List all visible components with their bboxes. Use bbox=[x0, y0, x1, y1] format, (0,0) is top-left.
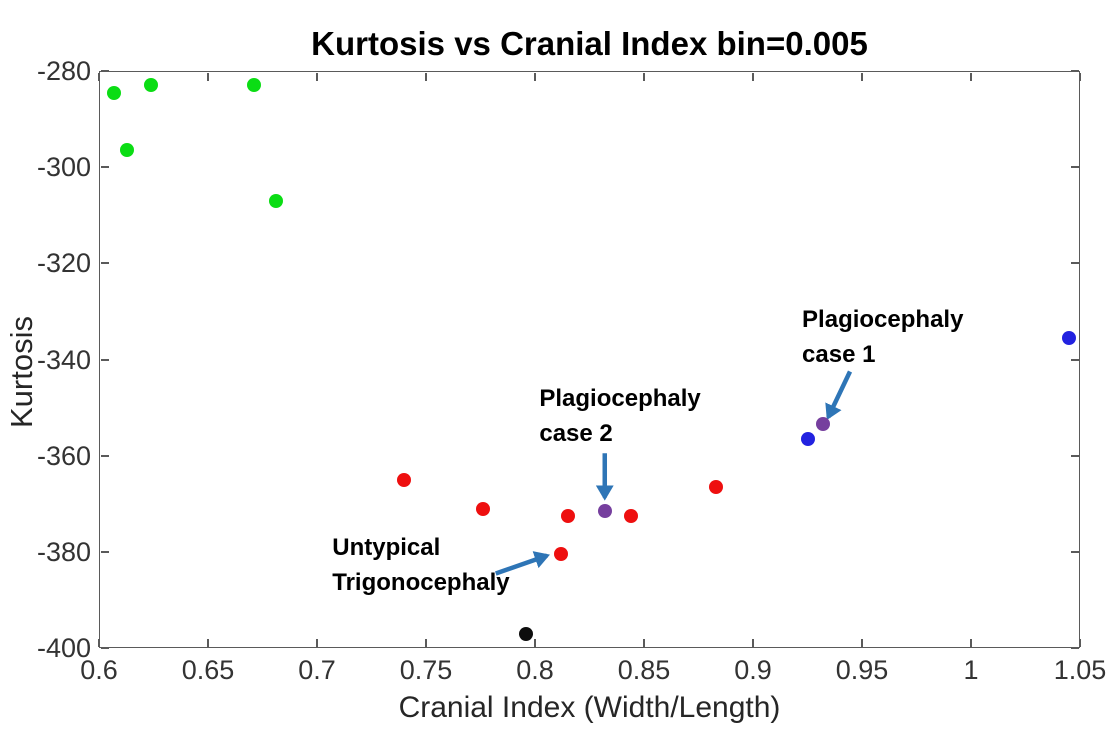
y-tick-mark-right bbox=[1070, 647, 1079, 649]
y-tick-mark-right bbox=[1070, 358, 1079, 361]
y-tick-mark-right bbox=[1070, 70, 1079, 72]
x-axis-label: Cranial Index (Width/Length) bbox=[398, 691, 781, 724]
x-tick-label: 0.65 bbox=[181, 655, 235, 685]
x-tick-mark-top bbox=[861, 72, 863, 81]
x-tick-mark-bottom bbox=[643, 638, 645, 647]
y-tick-label: -280 bbox=[36, 56, 91, 86]
x-tick-mark-bottom bbox=[1079, 638, 1081, 647]
data-point-red-group bbox=[560, 508, 575, 523]
x-tick-mark-top bbox=[752, 72, 754, 81]
data-point-blue-group bbox=[800, 431, 815, 446]
x-tick-label: 0.8 bbox=[516, 655, 554, 685]
data-point-green-group bbox=[246, 78, 261, 93]
data-point-red-group bbox=[554, 547, 569, 562]
y-tick-mark-left bbox=[100, 454, 109, 457]
x-tick-mark-top bbox=[207, 72, 209, 81]
x-tick-mark-bottom bbox=[970, 638, 972, 647]
annotation-text-plagiocephaly-case-1: Plagiocephaly case 1 bbox=[802, 305, 964, 368]
x-tick-label: 0.9 bbox=[734, 655, 772, 685]
y-tick-mark-right bbox=[1070, 550, 1079, 553]
x-tick-mark-top bbox=[98, 72, 100, 81]
y-tick-mark-left bbox=[100, 166, 109, 169]
y-tick-label: -400 bbox=[36, 633, 91, 663]
y-tick-label: -360 bbox=[36, 440, 91, 471]
y-tick-label: -340 bbox=[36, 344, 91, 375]
y-tick-mark-left bbox=[100, 70, 109, 72]
x-tick-mark-bottom bbox=[534, 638, 536, 647]
data-point-red-group bbox=[708, 479, 723, 494]
x-tick-mark-top bbox=[643, 72, 645, 81]
data-point-purple-cases bbox=[815, 417, 830, 432]
x-tick-label: 0.75 bbox=[399, 655, 453, 685]
x-tick-mark-bottom bbox=[207, 638, 209, 647]
data-point-green-group bbox=[268, 193, 283, 208]
x-tick-mark-top bbox=[425, 72, 427, 81]
x-tick-label: 1 bbox=[963, 655, 979, 685]
x-tick-mark-top bbox=[970, 72, 972, 81]
x-tick-mark-bottom bbox=[752, 638, 754, 647]
x-tick-label: 0.85 bbox=[617, 655, 671, 685]
y-tick-mark-right bbox=[1070, 262, 1079, 265]
data-point-red-group bbox=[475, 501, 490, 516]
data-point-red-group bbox=[397, 472, 412, 487]
y-tick-mark-left bbox=[100, 647, 109, 649]
x-tick-mark-bottom bbox=[316, 638, 318, 647]
x-tick-label: 0.6 bbox=[80, 655, 118, 685]
y-tick-label: -320 bbox=[36, 248, 91, 279]
y-tick-mark-left bbox=[100, 358, 109, 361]
y-tick-mark-left bbox=[100, 550, 109, 553]
x-tick-label: 1.05 bbox=[1053, 655, 1107, 685]
chart-title: Kurtosis vs Cranial Index bin=0.005 bbox=[311, 25, 868, 62]
annotation-text-plagiocephaly-case-2: Plagiocephaly case 2 bbox=[539, 385, 701, 448]
data-point-green-group bbox=[144, 78, 159, 93]
x-tick-mark-top bbox=[316, 72, 318, 81]
y-tick-mark-right bbox=[1070, 454, 1079, 457]
data-point-black-point bbox=[519, 626, 534, 641]
y-tick-mark-right bbox=[1070, 166, 1079, 169]
data-point-purple-cases bbox=[597, 503, 612, 518]
x-tick-mark-top bbox=[534, 72, 536, 81]
data-point-green-group bbox=[120, 143, 135, 158]
y-tick-label: -380 bbox=[36, 536, 91, 567]
annotation-text-untypical-trigonocephaly: Untypical Trigonocephaly bbox=[332, 534, 510, 597]
data-point-blue-group bbox=[1062, 330, 1077, 345]
x-tick-mark-top bbox=[1079, 72, 1081, 81]
x-tick-label: 0.7 bbox=[298, 655, 336, 685]
plot-area bbox=[99, 71, 1080, 648]
data-point-red-group bbox=[623, 508, 638, 523]
x-tick-mark-bottom bbox=[425, 638, 427, 647]
x-tick-label: 0.95 bbox=[835, 655, 889, 685]
data-point-green-group bbox=[107, 85, 122, 100]
x-tick-mark-bottom bbox=[98, 638, 100, 647]
x-tick-mark-bottom bbox=[861, 638, 863, 647]
y-tick-label: -300 bbox=[36, 152, 91, 183]
y-tick-mark-left bbox=[100, 262, 109, 265]
